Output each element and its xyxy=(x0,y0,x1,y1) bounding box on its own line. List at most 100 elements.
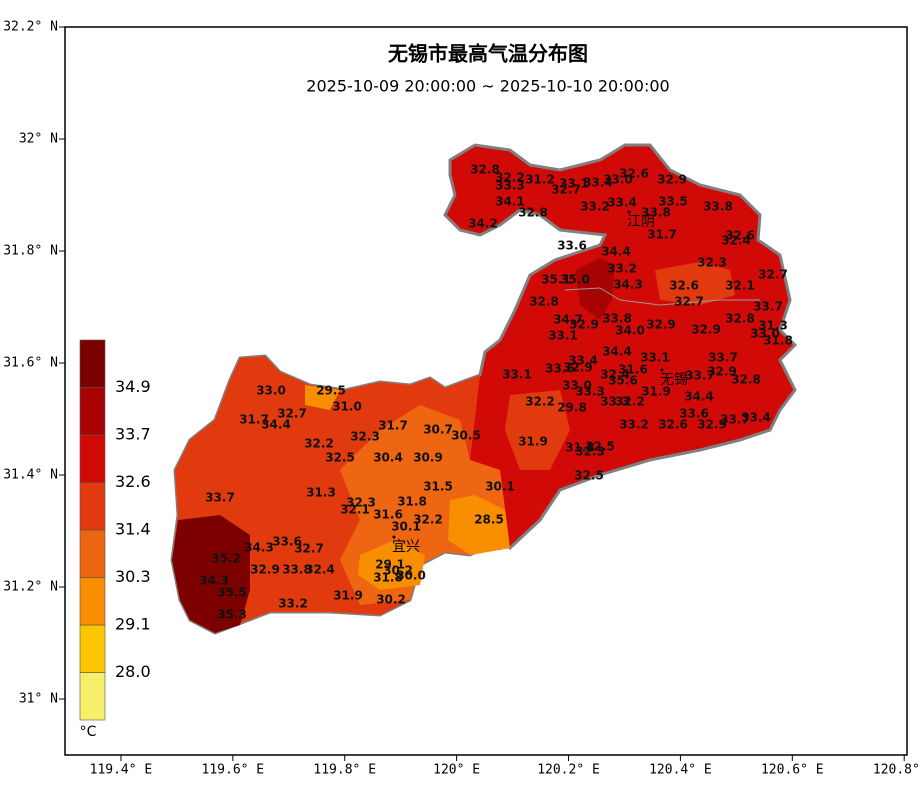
station-value: 32.9 xyxy=(646,318,676,332)
station-value: 33.8 xyxy=(703,200,733,214)
station-value: 31.6 xyxy=(373,508,403,522)
station-value: 32.6 xyxy=(619,167,649,181)
station-value: 32.9 xyxy=(691,323,721,337)
station-value: 32.8 xyxy=(518,206,548,220)
legend-label: 30.3 xyxy=(115,567,151,586)
station-value: 32.3 xyxy=(697,256,727,270)
station-value: 33.2 xyxy=(580,200,610,214)
station-value: 32.5 xyxy=(585,440,615,454)
station-value: 33.1 xyxy=(640,351,670,365)
station-value: 31.8 xyxy=(565,441,595,455)
station-value: 31.2 xyxy=(525,173,555,187)
station-value: 32.7 xyxy=(674,295,704,309)
station-value: 33.0 xyxy=(750,327,780,341)
station-value: 31.7 xyxy=(378,419,408,433)
station-value: 32.6 xyxy=(669,279,699,293)
station-value: 32.9 xyxy=(697,418,727,432)
station-value: 31.5 xyxy=(423,480,453,494)
station-value: 31.7 xyxy=(647,228,677,242)
station-value: 33.7 xyxy=(685,369,715,383)
legend-swatch xyxy=(79,672,106,721)
region-patch xyxy=(172,515,250,633)
station-value: 33.0 xyxy=(256,384,286,398)
station-value: 33.6 xyxy=(272,535,302,549)
river xyxy=(564,287,760,306)
legend-label: 28.0 xyxy=(115,662,151,681)
station-value: 32.9 xyxy=(569,318,599,332)
station-value: 30.1 xyxy=(485,480,515,494)
station-value: 31.6 xyxy=(618,363,648,377)
station-value: 32.1 xyxy=(340,503,370,517)
x-tick-label: 120° E xyxy=(433,763,480,778)
station-value: 33.1 xyxy=(559,177,589,191)
station-value: 31.9 xyxy=(333,589,363,603)
station-value: 32.4 xyxy=(721,234,751,248)
station-value: 31.9 xyxy=(518,435,548,449)
station-value: 32.7 xyxy=(551,183,581,197)
station-value: 31.8 xyxy=(373,571,403,585)
legend-swatch xyxy=(79,624,106,673)
region-patch xyxy=(358,540,425,590)
station-value: 32.4 xyxy=(600,368,630,382)
legend-label: 31.4 xyxy=(115,520,151,539)
map-subtitle: 2025-10-09 20:00:00 ~ 2025-10-10 20:00:0… xyxy=(306,77,669,96)
legend-swatch xyxy=(79,482,106,531)
region-patch xyxy=(448,495,510,555)
station-value: 33.7 xyxy=(708,351,738,365)
y-tick-label: 31° N xyxy=(19,692,58,707)
station-value: 30.4 xyxy=(373,451,403,465)
city-label: 江阴 xyxy=(627,214,655,230)
station-value: 32.3 xyxy=(350,430,380,444)
x-tick-label: 120.8° E xyxy=(873,763,920,778)
station-value: 34.4 xyxy=(261,418,291,432)
station-value: 32.5 xyxy=(325,451,355,465)
station-value: 29.1 xyxy=(375,558,405,572)
map-regions xyxy=(170,143,798,635)
station-value: 32.9 xyxy=(250,563,280,577)
city-dot xyxy=(660,368,664,372)
station-value: 30.9 xyxy=(413,451,443,465)
station-value: 33.4 xyxy=(607,196,637,210)
station-value: 34.4 xyxy=(684,390,714,404)
station-value: 35.3 xyxy=(217,608,247,622)
station-value: 32.8 xyxy=(529,295,559,309)
station-value: 33.2 xyxy=(619,418,649,432)
station-value: 32.8 xyxy=(470,163,500,177)
station-value: 32.2 xyxy=(495,171,525,185)
station-value: 32.2 xyxy=(615,395,645,409)
y-tick-label: 32° N xyxy=(19,132,58,147)
legend-label: 32.6 xyxy=(115,472,151,491)
y-tick-label: 31.6° N xyxy=(3,356,58,371)
station-value: 31.3 xyxy=(306,486,336,500)
station-value: 34.3 xyxy=(613,278,643,292)
legend-swatch xyxy=(79,339,106,388)
station-value: 33.4 xyxy=(583,176,613,190)
station-value: 33.7 xyxy=(753,300,783,314)
station-value: 32.3 xyxy=(346,496,376,510)
legend-swatch xyxy=(79,434,106,483)
station-value: 33.2 xyxy=(607,262,637,276)
map-title: 无锡市最高气温分布图 xyxy=(388,42,588,66)
station-value: 29.5 xyxy=(316,384,346,398)
station-value: 30.1 xyxy=(391,520,421,534)
y-tick-label: 32.2° N xyxy=(3,20,58,35)
station-value: 34.1 xyxy=(495,195,525,209)
station-value: 33.3 xyxy=(575,385,605,399)
station-value: 31.8 xyxy=(763,334,793,348)
city-dot xyxy=(627,210,631,214)
station-value: 34.0 xyxy=(615,324,645,338)
station-value: 33.6 xyxy=(679,407,709,421)
map-frame xyxy=(64,26,908,756)
station-value: 34.4 xyxy=(601,245,631,259)
station-value: 31.7 xyxy=(239,413,269,427)
station-value: 33.6 xyxy=(557,239,587,253)
station-value: 32.3 xyxy=(575,445,605,459)
y-tick-label: 31.4° N xyxy=(3,468,58,483)
station-value: 35.2 xyxy=(211,552,241,566)
x-tick-label: 120.2° E xyxy=(537,763,600,778)
station-value: 32.7 xyxy=(758,268,788,282)
station-value: 30.2 xyxy=(376,593,406,607)
station-value: 35.5 xyxy=(217,586,247,600)
x-tick-label: 119.6° E xyxy=(202,763,265,778)
